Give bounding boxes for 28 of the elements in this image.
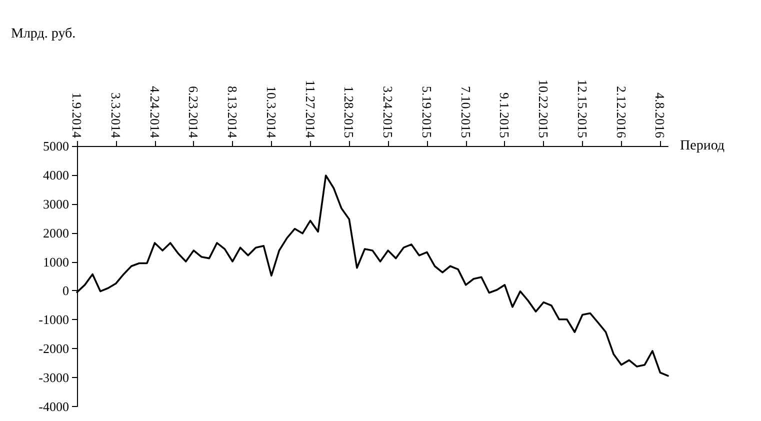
y-tick-label: -4000 [38, 399, 69, 414]
y-tick-label: 0 [62, 283, 69, 298]
y-axis-title: Млрд. руб. [11, 26, 76, 42]
x-tick-label: 4.24.2014 [147, 86, 162, 138]
y-tick-label: -3000 [38, 370, 69, 386]
y-tick-label: -2000 [38, 341, 69, 356]
x-tick-label: 4.8.2016 [652, 92, 668, 138]
x-tick-label: 7.10.2015 [458, 86, 474, 138]
y-tick-label: 3000 [43, 196, 69, 212]
y-tick-label: 4000 [43, 167, 69, 182]
x-tick-label: 10.22.2015 [536, 80, 552, 138]
y-tick-label: 1000 [43, 254, 69, 270]
x-tick-label: 1.9.2014 [70, 92, 84, 138]
x-tick-label: 9.1.2015 [497, 92, 512, 138]
x-tick-label: 10.3.2014 [264, 86, 279, 138]
x-tick-label: 11.27.2014 [302, 80, 318, 138]
x-tick-label: 1.28.2015 [342, 86, 357, 138]
x-tick-label: 2.12.2016 [614, 86, 629, 138]
x-tick-label: 3.3.2014 [108, 92, 124, 138]
x-axis-title: Период [680, 138, 725, 154]
y-tick-label: -1000 [38, 312, 69, 328]
y-tick-label: 2000 [43, 225, 69, 240]
x-tick-label: 5.19.2015 [419, 86, 434, 138]
x-tick-label: 12.15.2015 [574, 80, 590, 138]
x-tick-label: 3.24.2015 [380, 86, 396, 138]
x-tick-label: 6.23.2014 [186, 86, 202, 138]
y-tick-label: 5000 [43, 138, 69, 154]
x-tick-label: 8.13.2014 [225, 86, 240, 138]
